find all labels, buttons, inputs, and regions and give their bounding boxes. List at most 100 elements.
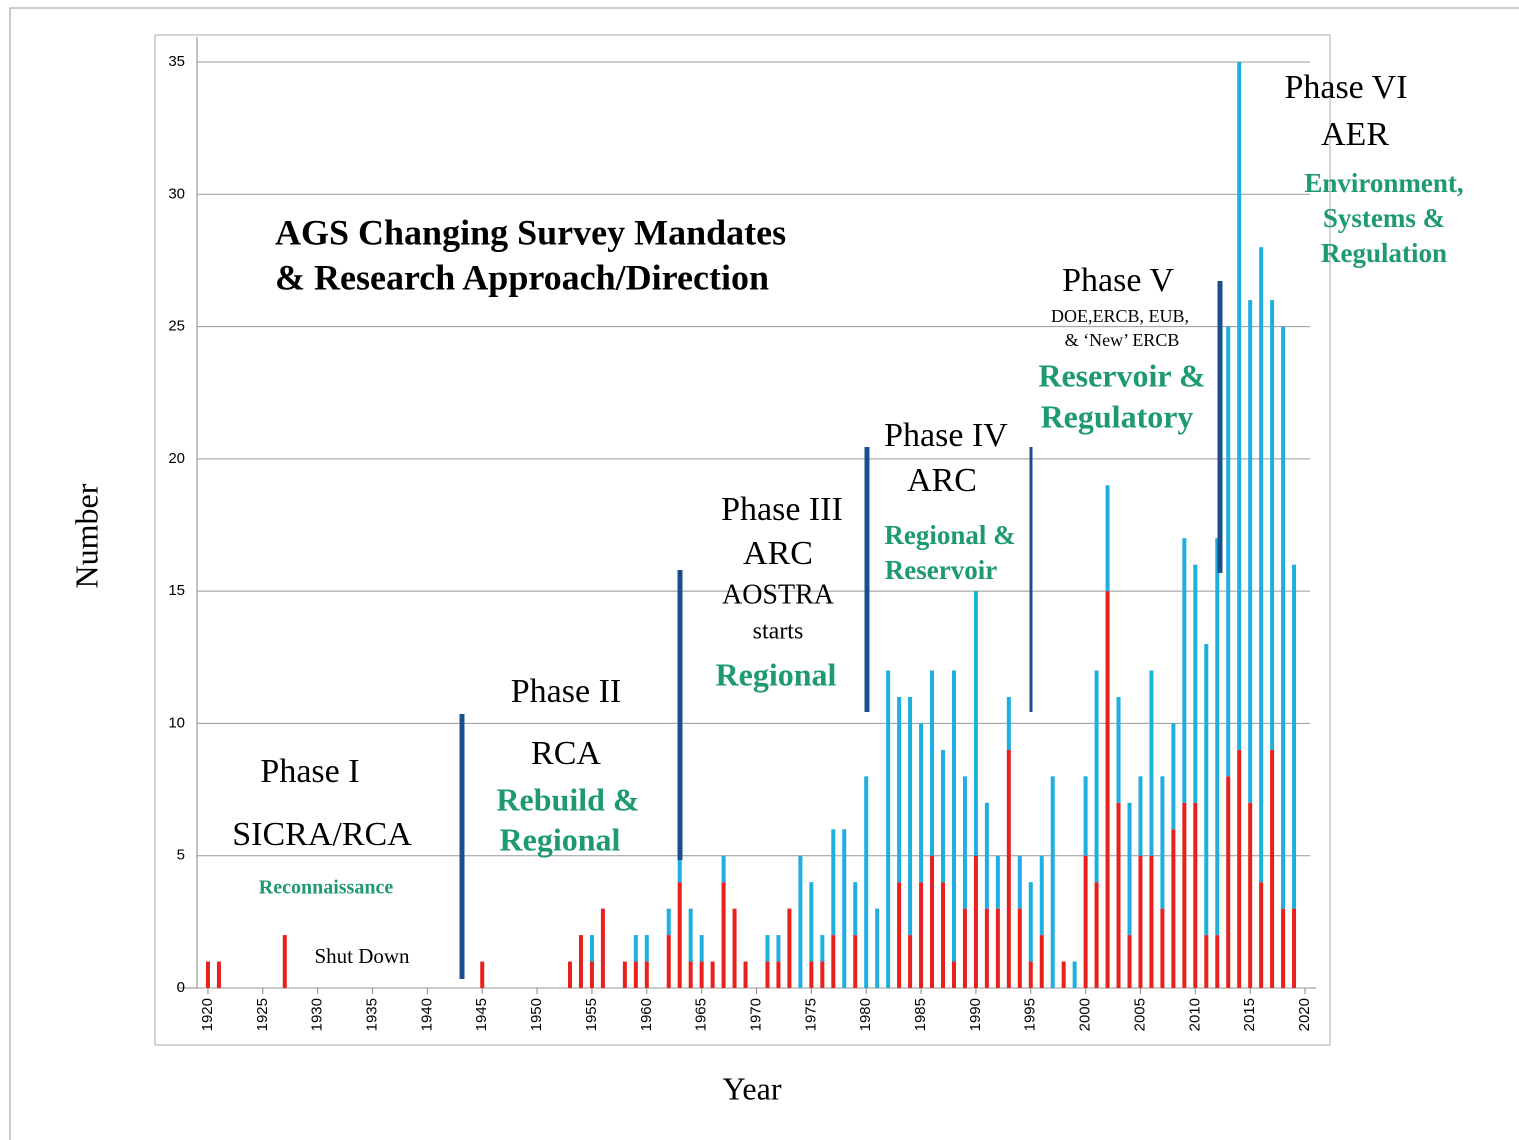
x-tick-label: 1965 bbox=[693, 998, 710, 1031]
annotation: Reconnaissance bbox=[259, 877, 394, 899]
bar-segment bbox=[831, 935, 836, 988]
x-tick-label: 1950 bbox=[528, 998, 545, 1031]
annotation: starts bbox=[753, 619, 804, 645]
annotation: AER bbox=[1321, 116, 1389, 153]
y-tick-label: 25 bbox=[168, 318, 185, 335]
bar-segment bbox=[1094, 882, 1099, 988]
bar-segment bbox=[930, 670, 935, 856]
bar-segment bbox=[1193, 564, 1198, 803]
bar-segment bbox=[699, 935, 704, 962]
bar-segment bbox=[1039, 935, 1044, 988]
bar-segment bbox=[1248, 802, 1253, 988]
x-tick-label: 1980 bbox=[857, 998, 874, 1031]
bar-segment bbox=[666, 935, 671, 988]
bar-segment bbox=[1160, 908, 1165, 988]
y-tick-label: 0 bbox=[177, 979, 185, 996]
annotation: RCA bbox=[531, 735, 601, 772]
bar-segment bbox=[984, 802, 989, 909]
bar-segment bbox=[589, 935, 594, 962]
bar-segment bbox=[1226, 776, 1231, 988]
y-axis-label: Number bbox=[68, 483, 104, 588]
bar-segment bbox=[644, 935, 649, 962]
y-tick-label: 20 bbox=[168, 450, 185, 467]
bar-segment bbox=[776, 961, 781, 988]
bar-segment bbox=[1083, 776, 1088, 856]
bar-segment bbox=[1237, 749, 1242, 988]
bar-segment bbox=[1094, 670, 1099, 883]
bar-segment bbox=[820, 961, 825, 988]
bar-segment bbox=[798, 855, 803, 988]
bar-segment bbox=[984, 908, 989, 988]
bar-segment bbox=[973, 855, 978, 988]
x-tick-label: 1920 bbox=[199, 998, 216, 1031]
x-tick-label: 1975 bbox=[802, 998, 819, 1031]
y-tick-label: 15 bbox=[168, 582, 185, 599]
x-tick-label: 1935 bbox=[363, 998, 380, 1031]
bar-segment bbox=[666, 908, 671, 936]
bar-segment bbox=[995, 855, 1000, 909]
bar-segment bbox=[908, 696, 913, 936]
bar-segment bbox=[1215, 935, 1220, 988]
annotation: Phase VI bbox=[1284, 69, 1407, 106]
bar-segment bbox=[875, 908, 880, 988]
bar-segment bbox=[930, 855, 935, 988]
bar-segment bbox=[1138, 855, 1143, 988]
x-axis-label: Year bbox=[723, 1070, 782, 1106]
annotation: Reservoir bbox=[885, 555, 997, 585]
annotation: AOSTRA bbox=[722, 579, 835, 610]
bar-segment bbox=[1028, 882, 1033, 962]
annotation: Reservoir & bbox=[1038, 357, 1205, 393]
bar-segment bbox=[1281, 908, 1286, 988]
x-tick-label: 1970 bbox=[747, 998, 764, 1031]
x-tick-label: 2005 bbox=[1131, 998, 1148, 1031]
annotation: Phase I bbox=[260, 753, 359, 790]
bar-segment bbox=[1204, 644, 1209, 936]
bar-segment bbox=[589, 961, 594, 988]
annotation: Systems & bbox=[1323, 203, 1445, 233]
bar-segment bbox=[1127, 802, 1132, 936]
y-tick-label: 30 bbox=[168, 185, 185, 202]
y-tick-label: 35 bbox=[168, 53, 185, 70]
bar-segment bbox=[995, 908, 1000, 988]
bar-segment bbox=[820, 935, 825, 962]
annotation: Phase III bbox=[721, 491, 843, 528]
bar-segment bbox=[962, 776, 967, 909]
annotation: Regional bbox=[500, 821, 621, 857]
chart-title: AGS Changing Survey Mandates bbox=[275, 212, 786, 252]
annotation: Regulatory bbox=[1041, 398, 1194, 434]
chart-title: & Research Approach/Direction bbox=[275, 257, 769, 297]
bar-segment bbox=[1193, 802, 1198, 988]
bar-segment bbox=[1105, 591, 1110, 988]
y-tick-label: 10 bbox=[168, 714, 185, 731]
bar-segment bbox=[644, 961, 649, 988]
bar-segment bbox=[732, 908, 737, 988]
bar-segment bbox=[842, 829, 847, 988]
bar-segment bbox=[951, 961, 956, 988]
annotation: ARC bbox=[743, 535, 813, 572]
bar-segment bbox=[886, 670, 891, 988]
bar-segment bbox=[1171, 829, 1176, 988]
annotation: Regional bbox=[716, 656, 837, 692]
y-tick-label: 5 bbox=[177, 847, 185, 864]
bar-segment bbox=[1116, 696, 1121, 803]
bar-segment bbox=[1182, 802, 1187, 988]
annotation: Rebuild & bbox=[496, 781, 639, 817]
bar-segment bbox=[216, 961, 221, 988]
annotation: ARC bbox=[907, 462, 977, 499]
annotation: Phase II bbox=[511, 673, 621, 710]
annotation: Environment, bbox=[1304, 168, 1463, 198]
bar-segment bbox=[1138, 776, 1143, 856]
bar-segment bbox=[480, 961, 485, 988]
bar-segment bbox=[853, 935, 858, 988]
bar-segment bbox=[1259, 247, 1264, 883]
bar-segment bbox=[677, 882, 682, 988]
bar-segment bbox=[941, 749, 945, 883]
bar-segment bbox=[973, 591, 978, 856]
bar-segment bbox=[633, 935, 638, 962]
bar-segment bbox=[721, 882, 726, 988]
bar-segment bbox=[1182, 538, 1187, 803]
bar-segment bbox=[743, 961, 748, 988]
bar-segment bbox=[699, 961, 704, 988]
bar-segment bbox=[1149, 670, 1154, 856]
